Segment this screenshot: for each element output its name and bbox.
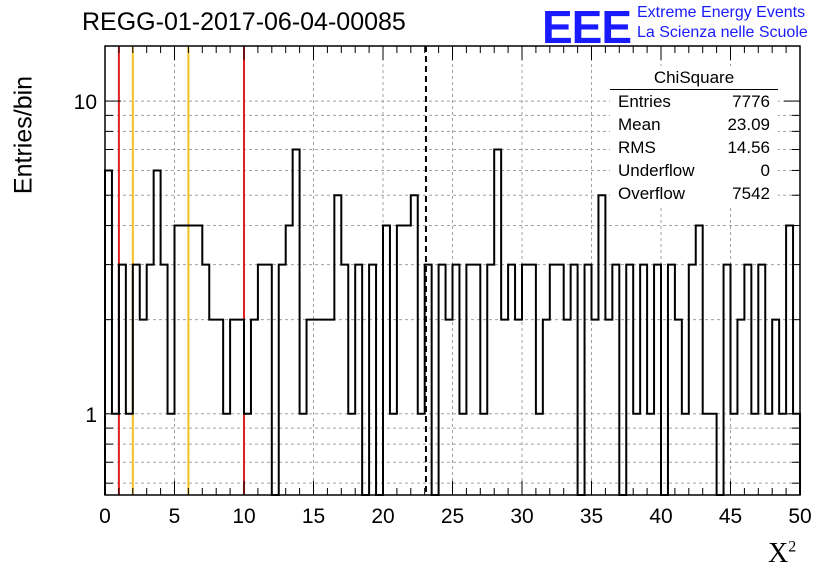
chart-title: REGG-01-2017-06-04-00085: [82, 8, 406, 36]
stats-label: Overflow: [618, 184, 686, 203]
logo-line-2: La Scienza nelle Scuole: [637, 24, 808, 41]
y-tick-label: 1: [85, 404, 97, 427]
x-tick-label: 5: [169, 505, 181, 528]
stats-title: ChiSquare: [653, 68, 735, 87]
stats-row-mean: Mean 23.09: [618, 115, 770, 137]
x-tick-label: 15: [302, 505, 325, 528]
x-tick-label: 0: [99, 505, 111, 528]
stats-label: Underflow: [618, 161, 695, 180]
x-axis-label: X2: [768, 538, 796, 570]
axes: 0 5 10 15 20 25 30 35 40 45 50 1 10: [74, 45, 812, 528]
x-tick-label: 50: [788, 505, 811, 528]
stats-label: RMS: [618, 138, 656, 157]
stats-box: ChiSquare Entries 7776 Mean 23.09 RMS 14…: [610, 66, 778, 206]
y-tick-label: 10: [74, 91, 97, 114]
histogram-outline: [104, 148, 801, 496]
stats-value: 7542: [732, 184, 770, 203]
x-tick-label: 20: [371, 505, 394, 528]
stats-row-rms: RMS 14.56: [618, 138, 770, 160]
x-tick-label: 45: [719, 505, 742, 528]
x-tick-label: 40: [649, 505, 672, 528]
x-tick-label: 30: [510, 505, 533, 528]
x-tick-label: 35: [580, 505, 603, 528]
stats-row-underflow: Underflow 0: [618, 161, 770, 183]
x-tick-label: 10: [232, 505, 255, 528]
stats-label: Mean: [618, 115, 661, 134]
stats-title-underline: [610, 89, 778, 90]
x-axis-label-superscript: 2: [788, 538, 797, 556]
stats-value: 7776: [732, 92, 770, 111]
stats-label: Entries: [618, 92, 671, 111]
eee-logo: EEE: [542, 1, 632, 53]
x-tick-label: 25: [441, 505, 464, 528]
x-axis-label-text: X: [768, 538, 789, 569]
stats-value: 0: [760, 161, 770, 180]
stats-value: 14.56: [727, 138, 770, 157]
stats-row-entries: Entries 7776: [618, 92, 770, 114]
logo-line-1: Extreme Energy Events: [637, 4, 806, 21]
stats-value: 23.09: [727, 115, 770, 134]
stats-row-overflow: Overflow 7542: [618, 184, 770, 206]
